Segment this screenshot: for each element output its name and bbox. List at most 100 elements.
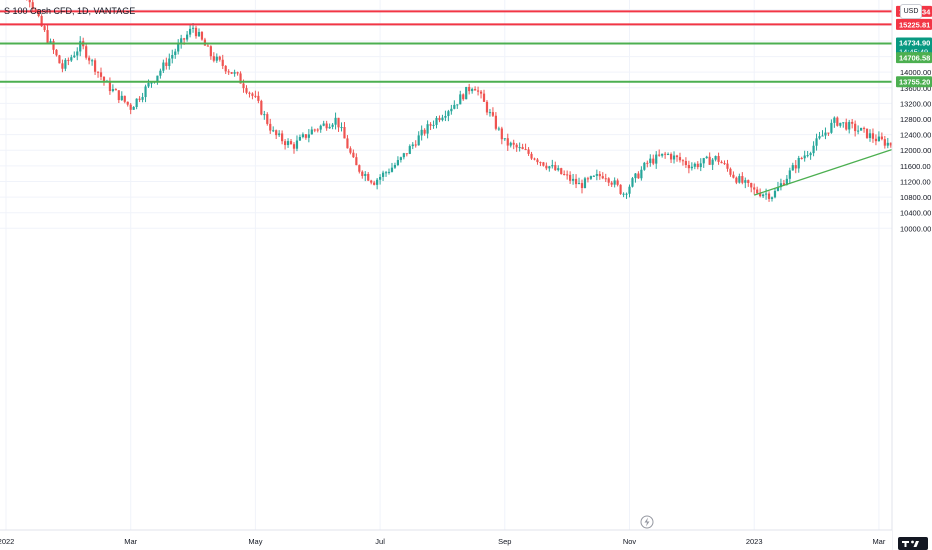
- candle-body-up: [233, 72, 236, 74]
- candle-body-up: [334, 117, 337, 125]
- candle-body-down: [236, 72, 239, 74]
- candle-body-up: [408, 146, 411, 154]
- candle-body-down: [46, 30, 49, 43]
- candle-body-up: [839, 122, 842, 126]
- candle-body-down: [239, 73, 242, 84]
- candle-body-down: [678, 157, 682, 161]
- candle-body-down: [494, 115, 497, 129]
- candle-body-down: [533, 158, 536, 160]
- candle-body-down: [616, 180, 619, 185]
- candle-body-down: [474, 89, 477, 91]
- candle-body-up: [307, 134, 310, 138]
- candle-body-up: [773, 190, 777, 198]
- candle-body-down: [352, 152, 355, 158]
- candle-body-down: [539, 162, 542, 164]
- candle-body-up: [159, 70, 162, 76]
- candle-body-up: [417, 135, 420, 146]
- level-label-resistance-2-bg: [896, 18, 932, 30]
- candle-body-down: [224, 65, 227, 72]
- candle-body-up: [396, 160, 400, 166]
- candle-body-up: [111, 89, 114, 92]
- candle-body-up: [420, 129, 423, 136]
- candle-body-down: [283, 141, 287, 146]
- candle-body-down: [512, 142, 515, 145]
- candle-body-up: [666, 154, 670, 156]
- candle-body-up: [812, 145, 815, 154]
- candle-body-down: [741, 176, 744, 183]
- candle-body-down: [794, 165, 797, 169]
- price-tick-label: 12800.00: [900, 115, 931, 124]
- candle-body-down: [619, 184, 622, 194]
- trendline[interactable]: [753, 30, 932, 196]
- candle-body-down: [355, 157, 358, 166]
- candle-body-up: [49, 41, 52, 43]
- candle-body-down: [200, 31, 204, 40]
- candle-body-up: [628, 186, 631, 194]
- drawing-tools[interactable]: [753, 13, 932, 196]
- candle-body-down: [289, 141, 293, 145]
- candle-body-up: [399, 157, 402, 161]
- candle-body-down: [580, 183, 584, 189]
- candle-body-down: [248, 92, 251, 94]
- price-tick-label: 10800.00: [900, 193, 931, 202]
- candle-body-up: [631, 178, 634, 187]
- candle-body-down: [405, 153, 408, 155]
- time-axis[interactable]: 2022MarMayJulSepNov2023MarMayJulSepNov20…: [0, 529, 932, 550]
- lightning-bolt-icon[interactable]: [640, 515, 654, 529]
- symbol-title[interactable]: S 100 Cash CFD, 1D, VANTAGE: [4, 6, 136, 16]
- candle-body-up: [120, 95, 123, 101]
- candle-body-down: [717, 156, 720, 162]
- time-tick-label: 2022: [0, 537, 14, 546]
- candle-body-up: [589, 176, 593, 179]
- candle-body-up: [191, 27, 195, 29]
- bar-countdown-label: 14:45:49: [899, 47, 928, 56]
- candle-body-down: [610, 182, 613, 185]
- horizontal-levels[interactable]: [0, 10, 892, 83]
- candle-body-up: [509, 142, 512, 146]
- level-label-support-2-bg: [896, 76, 932, 88]
- time-tick-label: Nov: [623, 537, 637, 546]
- candle-body-down: [245, 88, 248, 93]
- time-tick-label: 2023: [746, 537, 763, 546]
- price-tick-label: 12000.00: [900, 146, 931, 155]
- candle-body-down: [598, 174, 601, 177]
- candle-body-up: [497, 128, 500, 130]
- candle-body-up: [132, 106, 135, 110]
- candle-body-down: [114, 89, 117, 91]
- candle-body-down: [530, 153, 533, 159]
- candle-body-up: [135, 98, 138, 107]
- candle-body-up: [833, 117, 836, 123]
- candle-body-up: [278, 133, 281, 136]
- candle-body-up: [824, 132, 827, 136]
- candle-body-up: [655, 154, 658, 164]
- candle-body-up: [711, 159, 714, 165]
- candle-body-up: [868, 133, 872, 138]
- candle-body-down: [367, 173, 370, 181]
- candle-body-up: [643, 162, 646, 170]
- candle-body-up: [180, 38, 183, 45]
- candle-body-down: [370, 180, 373, 183]
- candle-body-down: [346, 138, 349, 149]
- candle-body-down: [684, 161, 688, 166]
- candle-body-down: [836, 117, 839, 126]
- candle-body-up: [592, 175, 595, 177]
- candle-body-down: [108, 81, 112, 92]
- price-tick-label: 10000.00: [900, 224, 931, 233]
- candle-body-down: [230, 72, 233, 74]
- candle-body-down: [358, 165, 361, 172]
- candle-body-down: [292, 144, 296, 149]
- candle-body-down: [281, 133, 284, 142]
- currency-button[interactable]: USD: [900, 4, 922, 19]
- candle-body-up: [168, 58, 171, 66]
- candle-body-down: [601, 176, 604, 179]
- candle-body-up: [459, 94, 462, 105]
- candle-body-up: [640, 169, 643, 179]
- candle-body-up: [76, 51, 79, 56]
- candle-body-down: [138, 98, 141, 100]
- candle-body-up: [465, 86, 468, 100]
- candle-body-up: [634, 173, 637, 179]
- candle-body-down: [883, 139, 886, 146]
- candle-body-up: [738, 176, 741, 183]
- candle-body-down: [67, 59, 70, 61]
